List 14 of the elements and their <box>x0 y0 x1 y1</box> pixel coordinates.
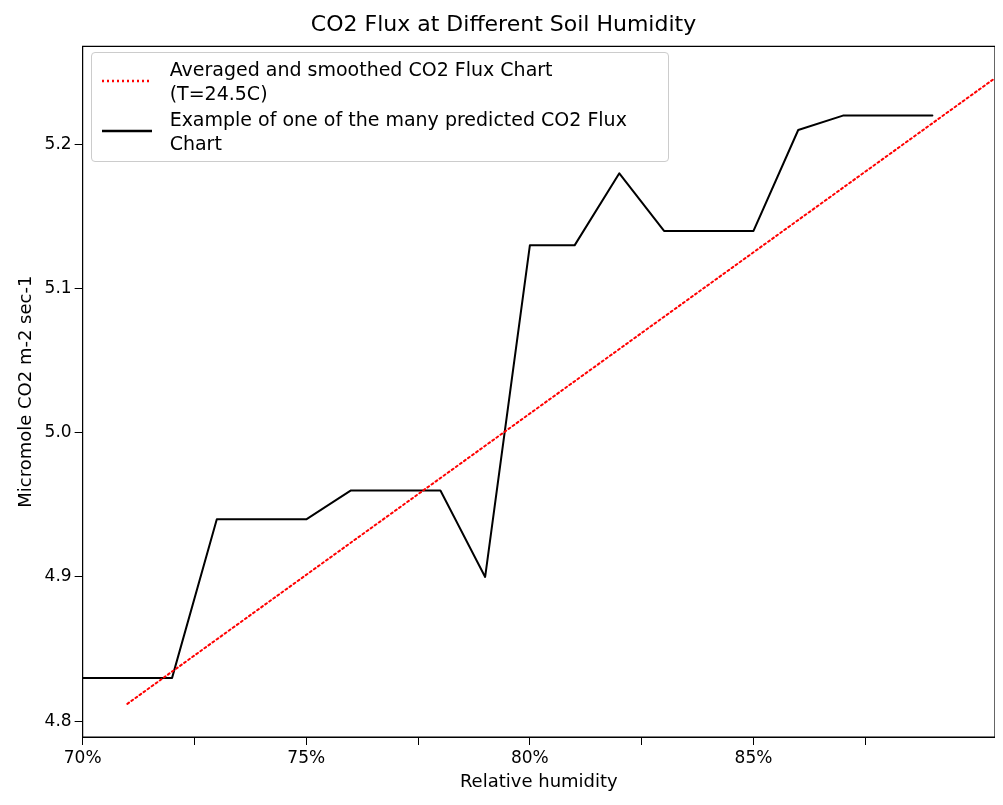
x-tick-label: 80% <box>510 746 549 767</box>
x-axis-title: Relative humidity <box>459 769 619 791</box>
x-tick-label: 85% <box>734 746 773 767</box>
x-tick-label: 70% <box>63 746 102 767</box>
legend-label: Example of one of the many predicted CO2 Flux Chart <box>169 107 628 156</box>
x-tick-label: 75% <box>287 746 326 767</box>
y-tick-label: 4.9 <box>44 565 72 586</box>
chart-title: CO2 Flux at Different Soil Humidity <box>310 10 697 36</box>
y-tick-label: 5.1 <box>44 277 72 298</box>
y-tick-label: 5.0 <box>44 421 72 442</box>
y-tick-label: 5.2 <box>44 132 72 153</box>
y-tick-label: 4.8 <box>44 709 72 730</box>
y-axis-title: Micromole CO2 m-2 sec-1 <box>14 275 36 508</box>
legend-label: Averaged and smoothed CO2 Flux Chart (T=24.5C) <box>169 57 554 106</box>
